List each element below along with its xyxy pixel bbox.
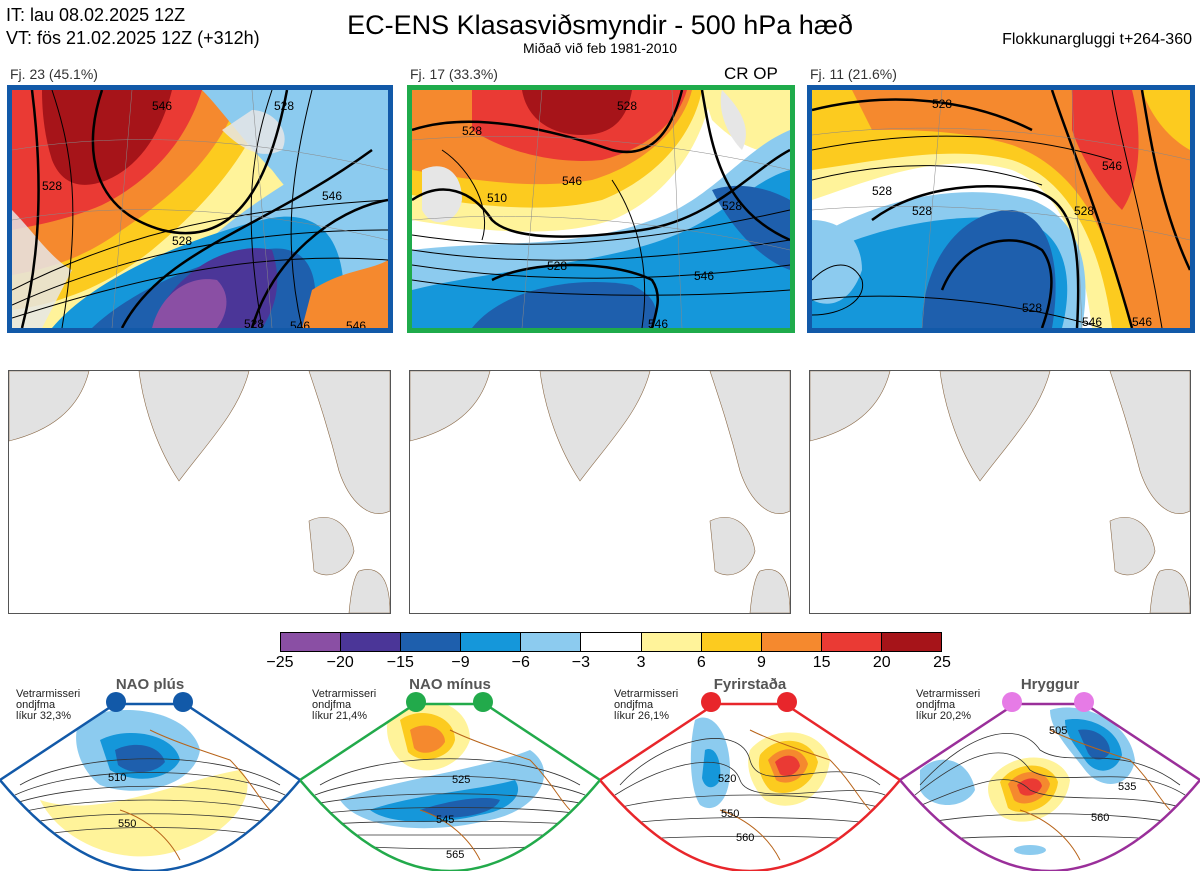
- cluster-1-contour-label: 546: [290, 319, 310, 328]
- cluster-1-map[interactable]: 528 546 528 528 546 546 546 528: [7, 85, 393, 333]
- colorbar-swatch: [400, 633, 461, 651]
- regime-note: Vetrarmisseri ondjfma líkur 20,2%: [916, 688, 981, 722]
- colorbar-tick-label: 9: [757, 654, 766, 671]
- colorbar-swatch: [520, 633, 581, 651]
- colorbar-tick-label: −15: [386, 654, 414, 671]
- colorbar-swatch: [760, 633, 821, 651]
- cluster-2-contour-label: 528: [462, 124, 482, 138]
- regime-contour-label: 505: [1049, 725, 1067, 737]
- cluster-3-contour-label: 528: [1074, 204, 1094, 218]
- cluster-2-contour-label: 528: [547, 259, 567, 273]
- colorbar-tick-label: 3: [636, 654, 646, 671]
- colorbar-tick-label: 25: [933, 654, 951, 671]
- cluster-1-contour-label: 546: [152, 99, 172, 113]
- cluster-3-contour-label: 546: [1102, 159, 1122, 173]
- colorbar-swatch: [281, 633, 341, 651]
- regime-contour-label: 520: [718, 773, 736, 785]
- cluster-1-contour-label: 528: [42, 179, 62, 193]
- cluster-2-map[interactable]: 528 510 528 546 528 528 546 546: [407, 85, 795, 333]
- regime-dot-left: [701, 692, 721, 712]
- valid-time: VT: fös 21.02.2025 12Z (+312h): [6, 28, 260, 48]
- colorbar-swatch: [820, 633, 881, 651]
- regime-ridge[interactable]: Hryggur Vetrarmisseri ondjfma líkur 20,2%: [900, 676, 1200, 871]
- cluster-2-contour-label: 546: [694, 269, 714, 283]
- cluster-2-label: Fj. 17 (33.3%): [410, 66, 498, 82]
- regime-dot-left: [106, 692, 126, 712]
- regime-contour-label: 565: [446, 849, 464, 861]
- regime-note: Vetrarmisseri ondjfma líkur 26,1%: [614, 688, 679, 722]
- cluster-2-contour-label: 546: [648, 317, 668, 328]
- regime-contour-label: 510: [108, 772, 126, 784]
- cluster-2-contour-label: 546: [562, 174, 582, 188]
- cluster-1-contour-label: 528: [274, 99, 294, 113]
- cluster-3-contour-label: 528: [912, 204, 932, 218]
- cluster-3-contour-label: 528: [872, 184, 892, 198]
- cluster-2-contour-label: 510: [487, 191, 507, 205]
- colorbar-swatch: [340, 633, 401, 651]
- colorbar-tick-label: −3: [571, 654, 591, 671]
- colorbar-tick-label: 6: [696, 654, 706, 671]
- regime-contour-label: 560: [1091, 812, 1109, 824]
- regime-dot-left: [406, 692, 426, 712]
- regime-contour-label: 550: [721, 808, 739, 820]
- cluster-3-contour-label: 528: [932, 97, 952, 111]
- colorbar: [280, 632, 942, 652]
- regime-note: Vetrarmisseri ondjfma líkur 32,3%: [16, 688, 81, 722]
- colorbar-swatch: [640, 633, 701, 651]
- colorbar-ticks: −25 −20 −15 −9 −6 −3 3 6 9 15 20 25: [260, 654, 962, 674]
- regime-title: Hryggur: [1020, 676, 1080, 693]
- cluster-1-contour-label: 528: [244, 317, 264, 328]
- regime-contour-label: 535: [1118, 781, 1136, 793]
- cluster-2-contour-label: 528: [617, 99, 637, 113]
- regime-nao-minus[interactable]: NAO mínus Vetrarmisseri ondjfma líkur 21,4…: [300, 676, 600, 871]
- regime-title: NAO plús: [115, 676, 185, 693]
- cluster-3-contour-label: 546: [1132, 315, 1152, 328]
- initial-time: IT: lau 08.02.2025 12Z: [6, 5, 186, 25]
- classification-window: Flokkunargluggi t+264-360: [1002, 31, 1192, 48]
- regime-dot-right: [1074, 692, 1094, 712]
- cluster-2-contour-label: 528: [722, 199, 742, 213]
- colorbar-swatch: [460, 633, 521, 651]
- regime-blocking[interactable]: Fyrirstaða Vetrarmisseri ondjfma líkur 26,…: [600, 676, 900, 871]
- cluster-3-contour-label: 546: [1082, 315, 1102, 328]
- regime-dot-left: [1002, 692, 1022, 712]
- cluster-3-label: Fj. 11 (21.6%): [810, 66, 897, 82]
- colorbar-tick-label: 15: [812, 654, 831, 671]
- page-subtitle: Miðað við feb 1981-2010: [522, 40, 678, 56]
- regime-contour-label: 560: [736, 832, 754, 844]
- colorbar-tick-label: −20: [326, 654, 354, 671]
- cluster-3-map[interactable]: 528 528 528 546 528 528 546 546: [807, 85, 1195, 333]
- regime-dot-right: [173, 692, 193, 712]
- regime-contour-label: 545: [436, 814, 454, 826]
- cluster-2-basemap[interactable]: [409, 370, 791, 614]
- colorbar-swatch: [700, 633, 761, 651]
- cluster-1-basemap[interactable]: [8, 370, 391, 614]
- cluster-3-contour-label: 528: [1022, 301, 1042, 315]
- regime-contour-label: 550: [118, 818, 136, 830]
- header-run-info: IT: lau 08.02.2025 12Z VT: fös 21.02.202…: [6, 4, 260, 50]
- colorbar-swatch: [880, 633, 942, 651]
- regime-note: Vetrarmisseri ondjfma líkur 21,4%: [312, 688, 377, 722]
- colorbar-tick-label: −9: [451, 654, 470, 671]
- cluster-2-tag: CR OP: [724, 64, 778, 83]
- regime-nao-plus[interactable]: NAO plús Vetrarmisseri ondjfma líkur 32,3%…: [0, 676, 300, 871]
- colorbar-tick-label: −25: [266, 654, 294, 671]
- cluster-1-contour-label: 528: [172, 234, 192, 248]
- page-title: EC-ENS Klasasviðsmyndir - 500 hPa hæð: [347, 10, 853, 40]
- colorbar-swatch: [580, 633, 641, 651]
- cluster-1-contour-label: 546: [322, 189, 342, 203]
- cluster-3-basemap[interactable]: [809, 370, 1191, 614]
- colorbar-tick-label: −6: [511, 654, 530, 671]
- cluster-1-contour-label: 546: [346, 319, 366, 328]
- regime-title: NAO mínus: [409, 676, 491, 693]
- regime-title: Fyrirstaða: [713, 676, 787, 693]
- colorbar-tick-label: 20: [872, 654, 891, 671]
- regime-contour-label: 525: [452, 774, 470, 786]
- regime-dot-right: [473, 692, 493, 712]
- regime-dot-right: [777, 692, 797, 712]
- cluster-1-label: Fj. 23 (45.1%): [10, 66, 98, 82]
